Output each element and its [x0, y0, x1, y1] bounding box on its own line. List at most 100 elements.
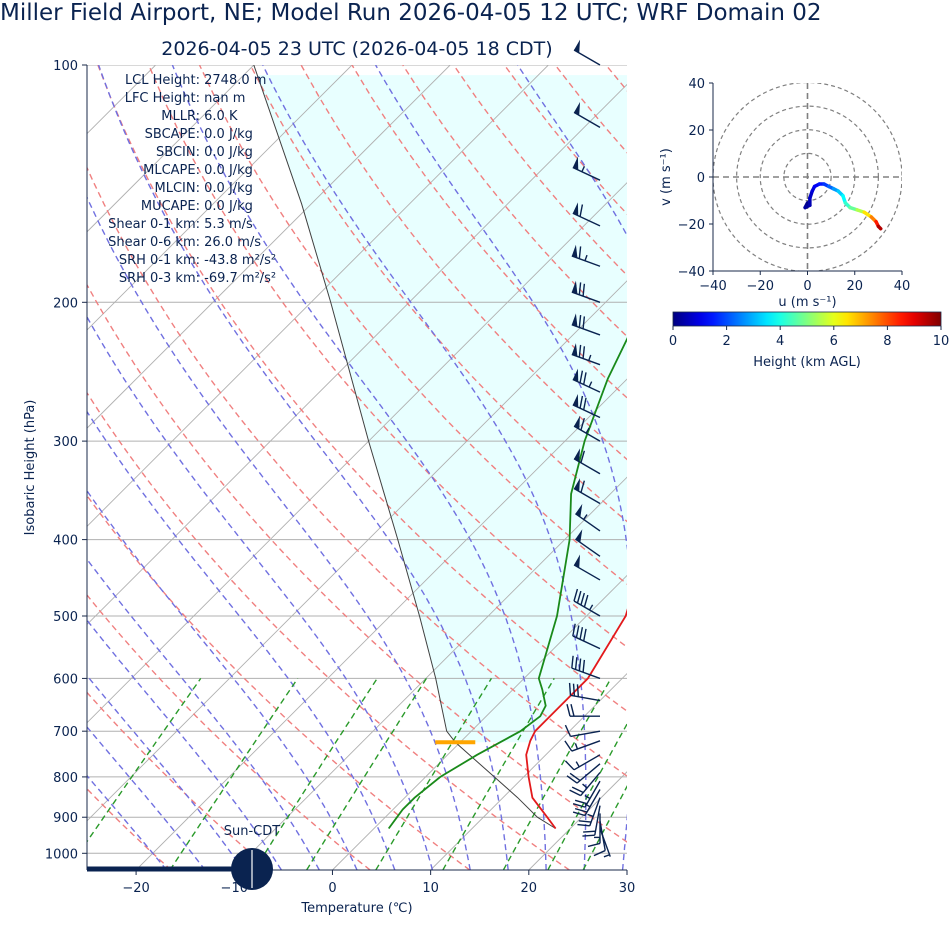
- mixing-ratio-line: [253, 678, 378, 870]
- y-tick-label: 100: [53, 59, 78, 74]
- hodograph-segment: [876, 224, 883, 231]
- wind-barb: [571, 280, 601, 303]
- dry-adiabat: [87, 494, 471, 870]
- parameter-row: Shear 0-1 km: 5.3 m/s: [87, 216, 275, 234]
- wind-barb: [569, 772, 601, 797]
- dry-adiabat: [351, 65, 627, 399]
- wind-barb: [573, 39, 601, 66]
- wind-barb: [568, 682, 601, 702]
- wind-barb: [575, 503, 601, 532]
- moist-adiabat: [171, 65, 547, 870]
- moist-adiabat: [87, 315, 434, 870]
- parameter-value: 0.0 J/kg: [200, 181, 253, 196]
- isotherm-line: [87, 65, 451, 429]
- hodograph-y-tick-label: 0: [697, 171, 705, 186]
- parameter-label: SBCAPE:: [144, 127, 200, 142]
- parameter-row: MLLR: 6.0 K: [87, 108, 275, 126]
- parameter-value: 26.0 m/s: [200, 235, 262, 250]
- dry-adiabat: [87, 593, 371, 870]
- cape-cin-fill: [257, 75, 627, 743]
- x-tick-label: 0: [328, 881, 336, 896]
- hodograph-y-tick-label: 20: [688, 124, 705, 139]
- dry-adiabat: [860, 65, 951, 870]
- isotherm-line: [87, 65, 549, 528]
- moist-adiabat: [87, 558, 320, 870]
- colorbar-tick-label: 4: [776, 334, 784, 349]
- moist-adiabat: [87, 619, 282, 870]
- moist-adiabat: [87, 410, 396, 870]
- wind-barb: [566, 704, 600, 717]
- colorbar-label: Height (km AGL): [753, 355, 861, 370]
- parameter-value: 6.0 K: [200, 109, 238, 124]
- moist-adiabat: [87, 774, 168, 870]
- parameter-value: -69.7 m²/s²: [200, 271, 277, 286]
- x-tick-label: 30: [619, 881, 636, 896]
- parameter-value: 2748.0 m: [200, 73, 267, 88]
- wind-barb: [566, 763, 601, 784]
- parameter-row: MLCIN: 0.0 J/kg: [87, 180, 275, 198]
- mixing-ratio-line: [375, 678, 492, 870]
- hodograph-x-tick-label: 0: [803, 279, 811, 294]
- wind-barb: [571, 313, 601, 336]
- sounding-parameters: LCL Height: 2748.0 m LFC Height: nan m MLL…: [87, 72, 277, 288]
- wind-barb: [572, 202, 601, 227]
- wind-barb: [573, 415, 601, 442]
- wind-barb: [572, 368, 601, 393]
- dry-adiabat: [198, 65, 627, 585]
- wind-barb: [573, 478, 601, 505]
- dewpoint-profile: [387, 337, 627, 830]
- wind-barb: [587, 813, 601, 848]
- hodograph-x-tick-label: −20: [747, 279, 774, 294]
- colorbar: [672, 311, 942, 327]
- y-tick-label: 300: [53, 435, 78, 450]
- wind-barb: [572, 780, 601, 808]
- parameter-row: SBCIN: 0.0 J/kg: [87, 144, 275, 162]
- y-tick-label: 900: [53, 811, 78, 826]
- parameter-row: Shear 0-6 km: 26.0 m/s: [87, 234, 275, 252]
- parameter-row: LFC Height: nan m: [87, 90, 275, 108]
- mixing-ratio-line: [306, 678, 427, 870]
- hodograph-x-label: u (m s⁻¹): [778, 295, 836, 310]
- wind-barb: [573, 554, 601, 581]
- colorbar-tick-label: 10: [933, 334, 950, 349]
- wind-barb: [572, 156, 601, 181]
- x-tick-label: 10: [422, 881, 439, 896]
- wind-barb: [577, 797, 601, 827]
- isotherm-line: [725, 65, 951, 870]
- parameter-label: MLCAPE:: [143, 163, 200, 178]
- colorbar-tick-label: 2: [722, 334, 730, 349]
- parameter-value: 0.0 J/kg: [200, 199, 253, 214]
- dry-adiabat: [759, 65, 951, 870]
- mixing-ratio-line: [442, 678, 555, 870]
- parameter-row: MUCAPE: 0.0 J/kg: [87, 198, 275, 216]
- moist-adiabat: [87, 489, 358, 870]
- y-axis-label: Isobaric Height (hPa): [23, 400, 38, 536]
- dry-adiabat: [87, 283, 627, 843]
- wind-barb: [572, 623, 601, 650]
- isotherm-line: [87, 182, 627, 724]
- parameter-row: LCL Height: 2748.0 m: [87, 72, 275, 90]
- hodograph-x-tick-label: 40: [894, 279, 911, 294]
- dry-adiabat: [87, 166, 627, 777]
- parameter-label: MLLR:: [161, 109, 200, 124]
- wind-barb: [564, 754, 601, 771]
- colorbar-tick-label: 0: [669, 334, 677, 349]
- y-tick-label: 800: [53, 771, 78, 786]
- y-tick-label: 200: [53, 296, 78, 311]
- parameter-label: SRH 0-3 km:: [118, 271, 200, 286]
- mixing-ratio-line: [169, 678, 299, 870]
- parameter-value: -43.8 m²/s²: [200, 253, 277, 268]
- mixing-ratio-line: [87, 678, 202, 843]
- parameter-value: nan m: [200, 91, 246, 106]
- hodograph-y-label: v (m s⁻¹): [659, 148, 674, 206]
- colorbar-tick-label: 8: [883, 334, 891, 349]
- sun-label: Sun-CDT: [224, 824, 281, 839]
- y-tick-label: 600: [53, 672, 78, 687]
- isotherm-line: [332, 574, 627, 870]
- isotherm-line: [87, 280, 627, 822]
- mixing-ratio-line: [547, 722, 627, 870]
- wind-barb: [571, 244, 601, 267]
- isotherm-line: [87, 65, 255, 233]
- parameter-value: 5.3 m/s: [200, 217, 253, 232]
- isotherm-line: [135, 378, 627, 870]
